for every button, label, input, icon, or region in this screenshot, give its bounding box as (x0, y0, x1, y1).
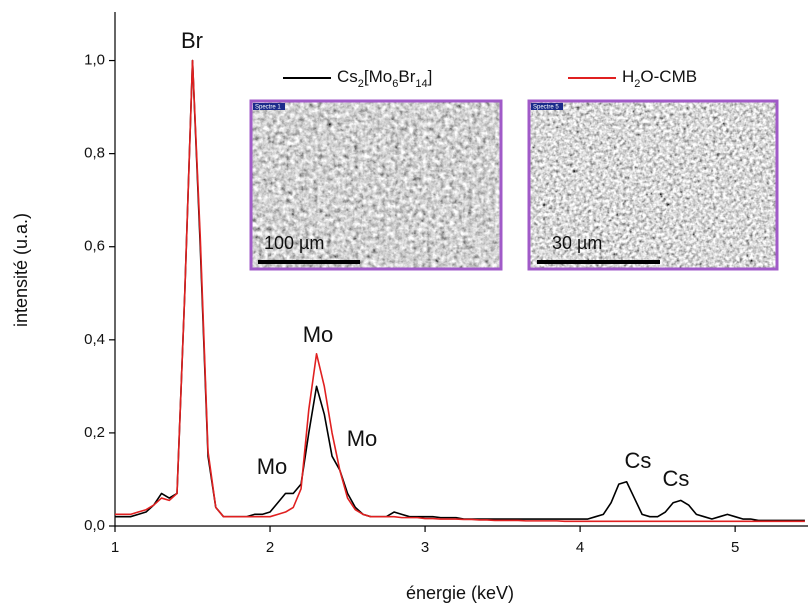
micrograph (251, 101, 501, 269)
inset-tag-label: Spectre 5 (533, 105, 559, 111)
peak-label: Br (181, 28, 203, 53)
peak-label: Cs (663, 466, 690, 491)
x-tick-label: 4 (576, 539, 584, 556)
inset-border (527, 99, 779, 271)
y-tick-label: 0,2 (84, 424, 105, 441)
micrograph (529, 101, 777, 269)
y-tick-label: 0,8 (84, 145, 105, 162)
peak-label: Mo (347, 426, 378, 451)
inset-tag (253, 103, 285, 110)
scale-label: 30 µm (552, 233, 602, 253)
inset-tag-label: Spectre 1 (255, 105, 281, 111)
peak-label: Cs (625, 448, 652, 473)
peak-label: Mo (303, 322, 334, 347)
x-tick-label: 5 (731, 539, 739, 556)
inset-1: Spectre 1 100 µm (249, 99, 503, 271)
x-tick-label: 2 (266, 539, 274, 556)
y-axis-label: intensité (u.a.) (11, 213, 31, 327)
x-axis-label: énergie (keV) (406, 583, 514, 603)
series-line (115, 59, 805, 523)
x-tick-label: 1 (111, 539, 119, 556)
y-tick-label: 1,0 (84, 52, 105, 69)
legend-label: H2O-CMB (622, 67, 697, 89)
y-tick-label: 0,4 (84, 331, 105, 348)
peak-label: Mo (257, 454, 288, 479)
inset-tag (531, 103, 563, 110)
y-tick-label: 0,0 (84, 517, 105, 534)
y-tick-label: 0,6 (84, 238, 105, 255)
scale-label: 100 µm (264, 233, 324, 253)
inset-border (249, 99, 503, 271)
x-tick-label: 3 (421, 539, 429, 556)
inset-2: Spectre 5 30 µm (527, 99, 779, 271)
legend-label: Cs2[Mo6Br14] (337, 67, 432, 89)
